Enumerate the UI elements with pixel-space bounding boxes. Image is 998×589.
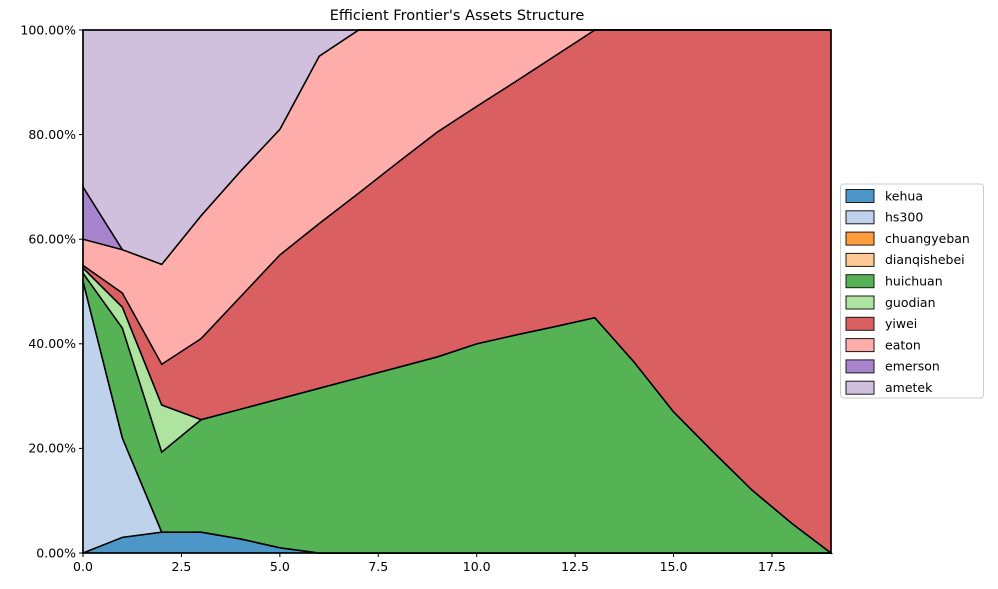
x-tick-label: 15.0	[660, 559, 688, 574]
legend-swatch-chuangyeban	[845, 231, 875, 246]
legend-item-yiwei: yiwei	[845, 316, 917, 331]
tick-marks	[79, 29, 773, 557]
legend-box	[840, 183, 984, 399]
legend-label-yiwei: yiwei	[885, 316, 917, 331]
areas	[82, 29, 834, 555]
legend-item-guodian: guodian	[845, 295, 936, 310]
legend-swatch-hs300	[845, 210, 875, 225]
legend-item-huichuan: huichuan	[845, 274, 943, 289]
legend-swatch-yiwei	[845, 316, 875, 331]
legend-item-chuangyeban: chuangyeban	[845, 231, 970, 246]
y-tick-label: 20.00%	[28, 441, 76, 456]
legend-item-dianqishebei: dianqishebei	[845, 252, 965, 267]
x-tick-label: 12.5	[561, 559, 589, 574]
legend-label-ametek: ametek	[885, 380, 933, 395]
x-tick-label: 0.0	[73, 559, 93, 574]
y-tick-label: 40.00%	[28, 336, 76, 351]
y-tick-label: 100.00%	[20, 22, 76, 37]
spines	[82, 29, 832, 554]
x-tick-label: 17.5	[758, 559, 786, 574]
legend-item-emerson: emerson	[845, 359, 940, 374]
legend-item-ametek: ametek	[845, 380, 933, 395]
legend-item-eaton: eaton	[845, 337, 921, 353]
y-tick-label: 80.00%	[28, 127, 76, 142]
legend-swatch-emerson	[845, 359, 875, 374]
legend-label-huichuan: huichuan	[885, 274, 943, 289]
legend-label-emerson: emerson	[885, 359, 940, 374]
x-tick-label: 2.5	[171, 559, 191, 574]
legend-item-kehua: kehua	[845, 188, 923, 203]
y-tick-label: 60.00%	[28, 232, 76, 247]
legend-label-kehua: kehua	[885, 188, 923, 203]
legend-swatch-guodian	[845, 295, 875, 310]
chart-title: Efficient Frontier's Assets Structure	[330, 8, 585, 24]
legend-swatch-kehua	[845, 189, 875, 203]
legend-label-hs300: hs300	[885, 210, 923, 225]
plot-border	[82, 29, 832, 554]
x-tick-label: 7.5	[368, 559, 388, 574]
legend-item-hs300: hs300	[845, 210, 923, 225]
x-tick-label: 10.0	[463, 559, 491, 574]
x-tick-labels: 0.0 2.5 5.0 7.5 10.0 12.5 15.0 17.5	[73, 559, 786, 574]
y-tick-label: 0.00%	[36, 545, 76, 560]
y-tick-labels: 0.00% 20.00% 40.00% 60.00% 80.00% 100.00%	[20, 22, 76, 560]
legend-label-guodian: guodian	[885, 295, 936, 310]
legend-swatch-dianqishebei	[845, 252, 875, 267]
legend-swatch-eaton	[845, 338, 875, 353]
legend: kehua hs300 chuangyeban dianqishebei huichua…	[840, 183, 984, 399]
legend-label-dianqishebei: dianqishebei	[885, 252, 965, 267]
legend-swatch-ametek	[845, 380, 875, 395]
legend-label-chuangyeban: chuangyeban	[885, 231, 970, 246]
legend-label-eaton: eaton	[885, 337, 921, 352]
legend-swatch-huichuan	[845, 274, 875, 289]
x-tick-label: 5.0	[270, 559, 290, 574]
